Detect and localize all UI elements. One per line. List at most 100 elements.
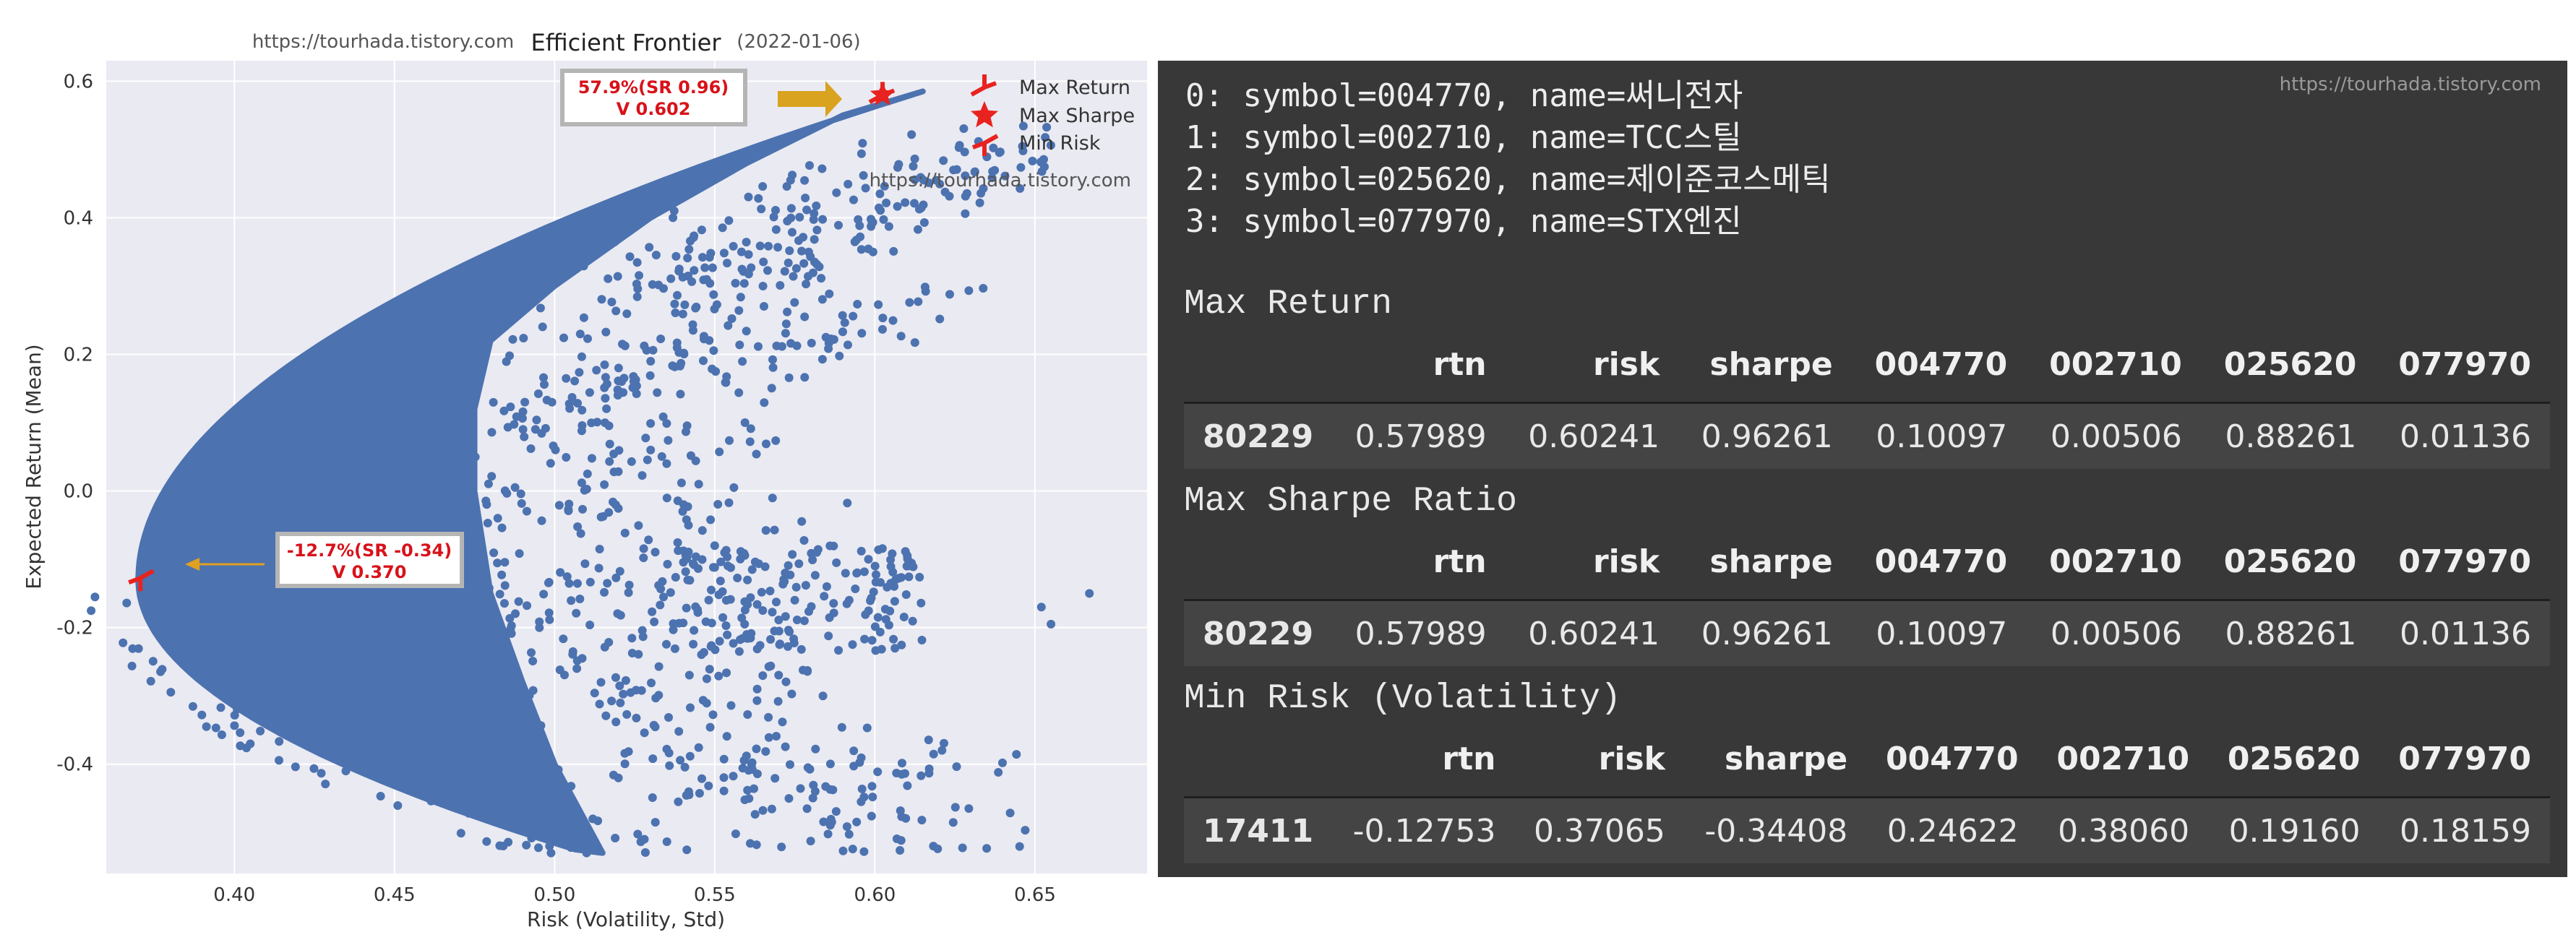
portfolio-point — [257, 629, 267, 639]
portfolio-point — [757, 204, 766, 214]
portfolio-point — [230, 721, 239, 730]
portfolio-point — [867, 782, 877, 791]
portfolio-point — [497, 523, 507, 532]
portfolio-point — [924, 764, 934, 774]
portfolio-point — [864, 244, 873, 254]
portfolio-point — [783, 307, 792, 316]
portfolio-point — [611, 717, 621, 727]
outlier-point — [758, 606, 768, 615]
header-002710: 002710 — [2026, 524, 2201, 601]
portfolio-point — [916, 771, 926, 780]
portfolio-point — [689, 639, 698, 649]
portfolio-point — [699, 356, 708, 366]
portfolio-point — [904, 572, 914, 582]
portfolio-point — [312, 446, 321, 456]
portfolio-point — [242, 743, 251, 753]
portfolio-point — [920, 282, 929, 292]
portfolio-point — [562, 572, 572, 582]
portfolio-point — [964, 286, 974, 295]
portfolio-point — [333, 723, 343, 733]
portfolio-point — [626, 688, 635, 697]
portfolio-point — [287, 704, 296, 713]
portfolio-point — [872, 570, 880, 579]
portfolio-point — [807, 548, 816, 558]
portfolio-point — [669, 213, 678, 223]
portfolio-point — [473, 363, 482, 372]
portfolio-point — [893, 163, 902, 172]
portfolio-point — [664, 713, 673, 722]
portfolio-point — [602, 404, 611, 413]
portfolio-point — [888, 567, 898, 577]
portfolio-point — [127, 661, 137, 670]
portfolio-point — [771, 436, 781, 445]
portfolio-point — [601, 394, 610, 403]
table-header-row: rtn risk sharpe 004770 002710 025620 077… — [1184, 327, 2550, 404]
portfolio-point — [577, 352, 586, 361]
x-tick-label: 0.40 — [213, 884, 255, 906]
portfolio-point — [791, 582, 801, 592]
portfolio-point — [789, 639, 799, 647]
portfolio-point — [546, 809, 555, 819]
portfolio-point — [792, 341, 802, 350]
portfolio-point — [690, 266, 699, 275]
portfolio-point — [489, 548, 499, 558]
portfolio-point — [202, 722, 211, 731]
row-index: 17411 — [1184, 797, 1333, 863]
portfolio-point — [640, 834, 649, 844]
outlier-point — [518, 821, 527, 830]
portfolio-point — [685, 751, 695, 761]
symbol-line: 2: symbol=025620, name=제이준코스메틱 — [1185, 161, 1831, 198]
portfolio-point — [690, 626, 699, 635]
cell-risk: 0.60241 — [1505, 600, 1679, 666]
portfolio-point — [454, 755, 463, 764]
portfolio-point — [807, 602, 816, 611]
portfolio-point — [742, 238, 751, 247]
portfolio-point — [398, 732, 408, 741]
portfolio-point — [787, 689, 797, 699]
portfolio-point — [740, 418, 750, 427]
portfolio-point — [864, 606, 873, 616]
header-risk: risk — [1514, 721, 1684, 798]
outlier-point — [864, 555, 873, 564]
portfolio-point — [671, 308, 680, 317]
portfolio-point — [786, 204, 796, 213]
outlier-point — [1085, 589, 1094, 598]
portfolio-point — [1016, 163, 1026, 172]
portfolio-point — [436, 722, 445, 732]
portfolio-point — [896, 846, 905, 855]
header-002710: 002710 — [2037, 721, 2209, 798]
portfolio-point — [658, 412, 668, 421]
portfolio-point — [862, 723, 872, 733]
portfolio-point — [781, 612, 790, 621]
portfolio-point — [673, 290, 682, 300]
portfolio-point — [682, 603, 691, 613]
portfolio-point — [715, 447, 724, 457]
portfolio-point — [468, 766, 477, 775]
legend-min-risk-label: Min Risk — [1019, 132, 1101, 155]
portfolio-point — [716, 557, 726, 566]
portfolio-point — [916, 598, 926, 608]
outlier-point — [630, 384, 640, 393]
cell-025620: 0.88261 — [2200, 402, 2376, 469]
portfolio-point — [715, 637, 724, 646]
portfolio-point — [949, 165, 958, 175]
portfolio-point — [497, 289, 507, 298]
portfolio-point — [945, 191, 954, 201]
portfolio-point — [812, 225, 822, 235]
portfolio-point — [567, 782, 576, 791]
outlier-point — [822, 582, 831, 591]
portfolio-point — [444, 453, 452, 462]
legend: Max Return Max Sharpe Min Risk https://t… — [870, 74, 1135, 191]
portfolio-point — [750, 784, 758, 793]
portfolio-point — [449, 430, 458, 439]
portfolio-point — [671, 251, 681, 261]
row-index: 80229 — [1184, 402, 1333, 469]
portfolio-point — [593, 418, 602, 427]
portfolio-point — [504, 837, 513, 847]
portfolio-point — [266, 715, 275, 724]
portfolio-point — [734, 647, 744, 656]
portfolio-point — [722, 668, 731, 678]
outlier-point — [799, 616, 809, 626]
portfolio-point — [752, 644, 762, 654]
max-annotation-arrow — [778, 81, 842, 117]
